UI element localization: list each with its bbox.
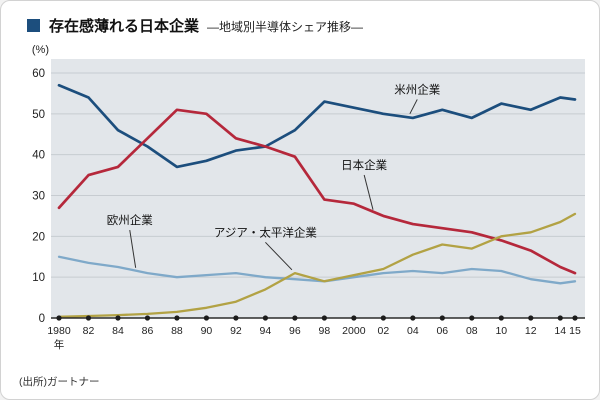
x-tick-label: 94 <box>260 325 272 337</box>
x-tick-label: 1980 <box>47 325 71 337</box>
x-tick-label: 06 <box>436 325 448 337</box>
x-tick-label: 08 <box>466 325 478 337</box>
annotation-leader <box>409 99 418 115</box>
axis-dot <box>174 315 180 321</box>
x-tick-label: 14 <box>554 325 566 337</box>
x-tick-label: 96 <box>289 325 301 337</box>
x-tick-label: 84 <box>112 325 124 337</box>
y-tick-label: 0 <box>39 313 45 325</box>
y-axis-unit: (%) <box>32 44 49 56</box>
series-line-0 <box>57 83 577 169</box>
annotation-leader <box>129 230 137 268</box>
annotation-leader <box>265 241 293 271</box>
axis-dot <box>262 315 268 321</box>
axis-dot <box>233 315 239 321</box>
axis-dot <box>85 315 92 321</box>
x-axis-unit: 年 <box>54 338 65 351</box>
annotation-label: アジア・太平洋企業 <box>214 225 318 239</box>
axis-dot <box>498 315 504 321</box>
y-tick-label: 20 <box>32 231 45 243</box>
x-tick-label: 82 <box>83 325 95 337</box>
annotation-label: 欧州企業 <box>107 213 153 227</box>
x-tick-label: 04 <box>407 325 419 337</box>
axis-dot <box>144 315 151 321</box>
y-tick-label: 60 <box>32 68 45 80</box>
source-note: (出所)ガートナー <box>19 376 100 388</box>
y-tick-label: 10 <box>32 272 45 284</box>
x-tick-label: 86 <box>142 325 154 337</box>
y-tick-label: 50 <box>32 109 45 121</box>
annotation-leader <box>363 174 374 210</box>
title-marker-square <box>27 19 40 32</box>
axis-dot <box>439 315 445 321</box>
x-tick-label: 02 <box>377 325 389 337</box>
chart-title: 存在感薄れる日本企業 <box>49 18 200 35</box>
axis-dot <box>203 315 210 321</box>
annotation-label: 米州企業 <box>394 82 440 96</box>
x-tick-label: 12 <box>525 325 537 337</box>
axis-dot <box>557 315 563 321</box>
x-tick-label: 15 <box>569 325 581 337</box>
axis-dot <box>528 315 534 321</box>
chart-canvas: 0 10 20 30 40 50 60 (%) 1980 82 84 86 88 90 92 94 96 98 20… <box>32 44 585 351</box>
x-tick-label: 10 <box>495 325 507 337</box>
axis-dot <box>351 315 357 321</box>
series-line-1 <box>57 108 577 275</box>
x-tick-label: 90 <box>201 325 213 337</box>
annotation-label: 日本企業 <box>341 158 387 172</box>
axis-dot <box>572 315 578 321</box>
x-tick-label: 92 <box>230 325 242 337</box>
chart-subtitle: ―地域別半導体シェア推移― <box>207 20 364 34</box>
axis-dot <box>292 315 298 321</box>
axis-dot <box>410 315 416 321</box>
x-tick-label: 98 <box>319 325 331 337</box>
y-tick-label: 30 <box>32 191 45 203</box>
y-tick-label: 40 <box>32 150 45 162</box>
axis-dot <box>56 315 62 321</box>
series-line-3 <box>57 212 577 318</box>
x-tick-label: 2000 <box>342 325 366 337</box>
axis-dot <box>380 315 386 321</box>
axis-dot <box>321 315 327 321</box>
x-tick-label: 88 <box>171 325 183 337</box>
axis-dot <box>469 315 475 321</box>
chart-header: 存在感薄れる日本企業 ―地域別半導体シェア推移― <box>1 1 599 38</box>
line-chart: 0 10 20 30 40 50 60 (%) 1980 82 84 86 88 90 92 94 96 98 20… <box>1 38 599 361</box>
axis-dot <box>115 315 121 321</box>
